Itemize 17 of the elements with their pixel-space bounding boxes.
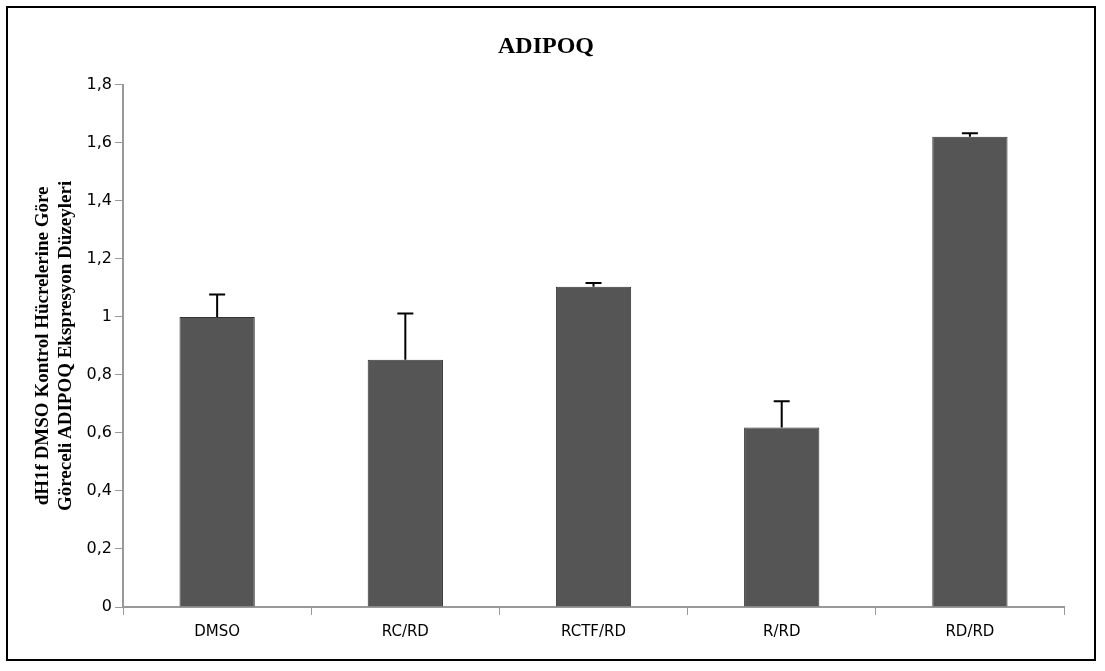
y-tick-label: 0,6	[86, 422, 113, 442]
y-tick-label: 1,2	[86, 248, 113, 268]
chart-title: ADIPOQ	[498, 31, 594, 58]
y-tick-label: 1,6	[86, 131, 113, 151]
y-tick-label: 1,4	[86, 190, 113, 209]
y-tick-label: 0	[101, 596, 113, 616]
y-tick-label: 1,8	[86, 73, 113, 93]
y-tick-label: 0,4	[86, 480, 113, 500]
x-tick-label: R/RD	[762, 621, 801, 640]
x-tick-label: DMSO	[194, 621, 241, 640]
y-tick-label: 0,2	[86, 538, 113, 558]
x-tick-label: RCTF/RD	[561, 621, 627, 640]
y-axis-title: dH1f DMSO Kontrol Hücrelerine Göre Göreceli ADIPOQ Ekspresyon Düzeyleri	[31, 180, 76, 511]
y-tick-label: 0,8	[86, 364, 113, 384]
y-tick-label: 1	[101, 306, 113, 326]
x-tick-label: RD/RD	[945, 621, 995, 640]
x-tick-label: RC/RD	[381, 621, 429, 640]
